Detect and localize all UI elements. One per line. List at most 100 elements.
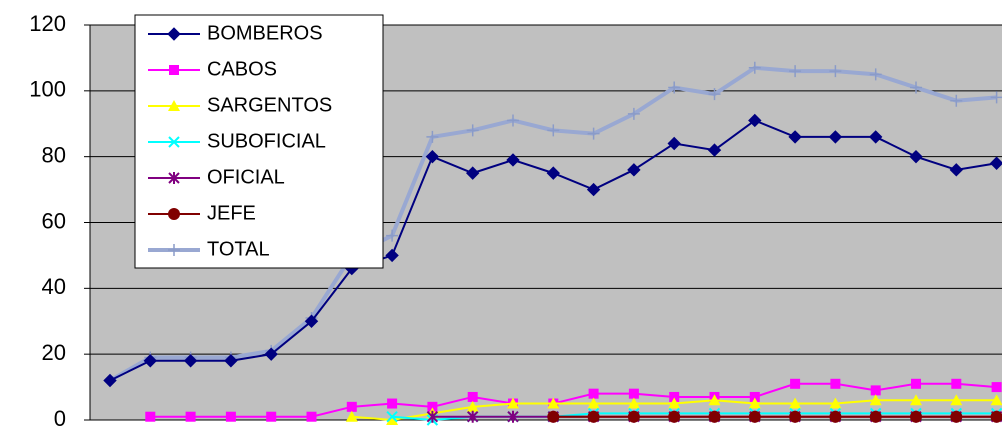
legend-label: BOMBEROS [207,22,323,44]
legend-label: SARGENTOS [207,94,332,116]
marker [910,81,922,94]
marker [346,401,357,412]
marker [546,166,561,180]
marker [668,397,681,409]
marker [911,378,921,389]
marker [506,153,520,167]
marker [830,378,841,389]
marker [789,410,802,423]
series-line [150,382,997,418]
marker [788,130,802,144]
marker [264,347,278,361]
marker [829,65,842,78]
marker [467,391,478,402]
marker [951,378,962,389]
marker [749,391,760,402]
marker [427,401,438,412]
marker [466,400,479,412]
marker [910,410,922,423]
legend-label: JEFE [207,202,256,224]
marker [167,27,181,41]
marker [668,410,681,423]
marker [708,88,721,101]
marker [466,410,479,423]
marker [183,354,198,368]
marker [386,229,399,242]
marker [306,411,317,422]
marker [143,354,158,368]
y-tick-label: 0 [54,406,66,430]
marker [870,385,881,396]
marker [547,124,560,137]
marker [707,143,722,157]
marker [588,388,599,399]
marker [869,68,882,81]
legend: BOMBEROS CABOS SARGENTOS SUBOFICIAL OFICIAL J… [134,14,384,269]
marker [587,410,600,423]
marker [587,127,600,140]
marker [185,411,196,422]
y-tick-label: 120 [29,11,66,36]
marker [950,394,963,406]
marker [627,397,640,409]
marker [829,397,842,409]
marker [103,373,117,388]
legend-label: TOTAL [207,238,270,260]
marker [990,394,1002,406]
marker [790,378,801,389]
marker [669,391,680,402]
marker [789,65,802,78]
marker [507,114,519,127]
marker [708,394,721,406]
marker [386,414,399,425]
marker [991,382,1002,393]
marker [168,244,180,256]
marker [266,411,277,422]
y-tick-label: 80 [42,142,66,167]
marker [668,81,681,94]
marker [627,410,640,423]
marker [224,354,238,368]
marker [426,130,439,143]
marker [789,397,802,409]
legend-label: OFICIAL [207,166,285,188]
marker [168,100,180,111]
marker [385,248,399,263]
marker [748,410,761,423]
marker [627,163,641,177]
marker [910,394,922,406]
marker [145,411,156,422]
marker [748,61,761,74]
marker [869,394,882,406]
marker [168,208,180,220]
marker [949,163,964,177]
marker [547,410,560,423]
marker [507,397,519,409]
legend-label: SUBOFICIAL [207,130,326,152]
marker [950,410,963,423]
marker [225,411,236,422]
marker [828,130,843,144]
marker [708,410,721,423]
marker [587,397,600,409]
marker [990,91,1002,104]
marker [829,410,842,423]
legend-label: CABOS [207,58,277,80]
marker [586,182,601,197]
marker [466,124,479,137]
marker [507,410,519,423]
marker [169,65,179,75]
marker [628,388,639,399]
marker [990,410,1002,423]
marker [748,397,761,409]
marker [748,113,762,128]
marker [304,314,319,328]
marker [950,94,963,107]
marker [869,410,882,423]
y-tick-label: 20 [42,340,66,365]
marker [168,136,180,148]
marker [909,149,923,164]
marker [387,398,398,409]
marker [667,136,681,151]
marker [386,411,398,423]
